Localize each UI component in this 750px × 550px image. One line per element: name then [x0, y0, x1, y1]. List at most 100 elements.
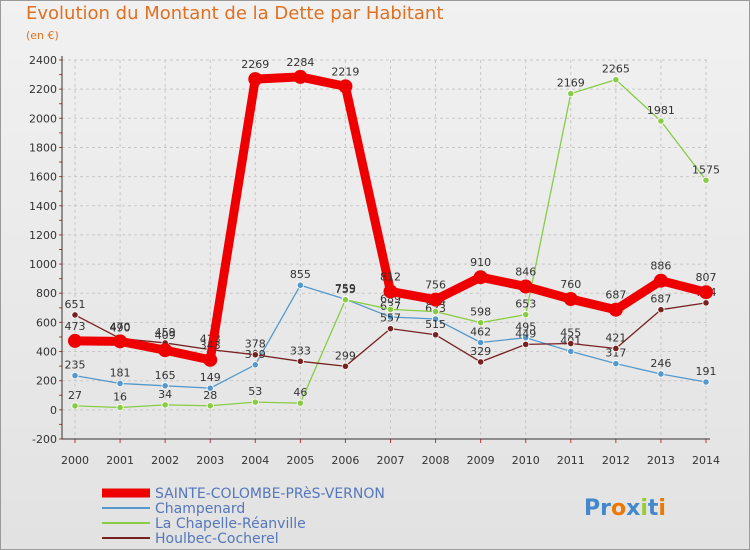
- chart-title: Evolution du Montant de la Dette par Hab…: [26, 3, 444, 24]
- data-label: 378: [245, 338, 266, 351]
- y-tick-label: 2400: [29, 54, 57, 67]
- data-point: [567, 339, 575, 348]
- data-point: [431, 315, 440, 323]
- proxiti-logo: Proxiti: [584, 496, 666, 521]
- data-point: [612, 76, 620, 84]
- data-label: 299: [335, 349, 356, 362]
- data-point: [431, 307, 440, 316]
- data-label: 462: [470, 326, 491, 339]
- data-label: 449: [515, 327, 536, 340]
- data-label: 755: [335, 283, 356, 296]
- series-0: 473 470 409 343 2269 2284 2219 812 756 910 846 760 6…: [65, 56, 717, 367]
- data-label: 27: [68, 389, 82, 402]
- y-tick-label: 1600: [29, 171, 57, 184]
- data-label: 598: [470, 306, 491, 319]
- data-point: [522, 340, 530, 348]
- data-label: 812: [380, 270, 401, 283]
- data-point: [477, 358, 485, 366]
- x-tick-label: 2013: [647, 454, 675, 467]
- x-tick-label: 2010: [512, 454, 540, 467]
- data-label: 1981: [647, 104, 675, 117]
- data-point: [338, 79, 353, 94]
- data-point: [203, 352, 218, 367]
- x-tick-label: 2009: [467, 454, 495, 467]
- data-point: [702, 176, 710, 184]
- svg-text:Proxiti: Proxiti: [584, 496, 666, 521]
- x-tick-label: 2008: [422, 454, 450, 467]
- data-label: 2284: [286, 56, 314, 69]
- x-tick-label: 2001: [106, 454, 134, 467]
- data-point: [341, 362, 350, 370]
- x-tick-label: 2014: [692, 454, 720, 467]
- data-point: [251, 398, 259, 406]
- data-label: 807: [696, 271, 717, 284]
- data-point: [161, 401, 169, 409]
- data-label: 1575: [692, 163, 720, 176]
- data-point: [68, 333, 82, 348]
- data-point: [206, 384, 214, 392]
- data-label: 343: [200, 339, 221, 352]
- data-label: 2269: [241, 58, 269, 71]
- x-tick-label: 2012: [602, 454, 630, 467]
- data-point: [341, 296, 350, 304]
- y-tick-label: 1200: [29, 229, 57, 242]
- x-tick-label: 2007: [377, 454, 405, 467]
- data-label: 490: [110, 321, 131, 334]
- data-point: [206, 402, 214, 410]
- legend-label: Houlbec-Cocherel: [155, 531, 279, 547]
- data-point: [296, 357, 304, 365]
- data-label: 149: [200, 371, 221, 384]
- y-tick-label: 200: [36, 375, 57, 388]
- data-label: 760: [560, 278, 581, 291]
- series-2: 2716342853467556896745986532169226519811…: [68, 63, 720, 412]
- data-label: 329: [470, 345, 491, 358]
- data-point: [702, 378, 710, 386]
- data-label: 759: [335, 282, 356, 295]
- data-label: 687: [650, 293, 671, 306]
- x-tick-label: 2004: [241, 454, 269, 467]
- y-tick-label: 600: [36, 316, 57, 329]
- data-point: [386, 305, 395, 314]
- data-label: 2265: [602, 63, 630, 76]
- data-point: [477, 319, 485, 327]
- x-tick-label: 2005: [286, 454, 314, 467]
- data-point: [251, 351, 259, 359]
- y-tick-label: 0: [50, 404, 57, 417]
- data-point: [567, 347, 575, 355]
- y-tick-label: 2000: [29, 112, 57, 125]
- data-point: [248, 72, 263, 87]
- data-label: 515: [425, 318, 446, 331]
- data-point: [657, 306, 665, 314]
- data-label: 855: [290, 268, 311, 281]
- data-label: 317: [605, 347, 626, 360]
- data-point: [699, 285, 713, 300]
- data-point: [657, 117, 665, 125]
- data-point: [477, 338, 485, 347]
- data-label: 246: [650, 357, 671, 370]
- y-tick-label: 800: [36, 287, 57, 300]
- data-label: 455: [560, 327, 581, 340]
- x-tick-label: 2003: [196, 454, 224, 467]
- data-label: 653: [515, 298, 536, 311]
- data-point: [71, 402, 79, 410]
- y-tick-label: 1000: [29, 258, 57, 271]
- data-point: [116, 403, 124, 412]
- x-tick-label: 2000: [61, 454, 89, 467]
- plot-area: 2351811651493098557596376234624954013172…: [65, 56, 720, 412]
- data-label: 459: [155, 326, 176, 339]
- data-point: [612, 344, 620, 353]
- data-label: 557: [380, 312, 401, 325]
- data-point: [431, 331, 440, 339]
- data-label: 191: [696, 365, 717, 378]
- data-point: [522, 311, 530, 319]
- data-point: [161, 382, 169, 390]
- data-point: [383, 284, 398, 299]
- data-label: 495: [515, 321, 536, 334]
- data-label: 235: [65, 359, 86, 372]
- data-point: [428, 292, 443, 307]
- data-point: [116, 379, 124, 388]
- data-label: 886: [650, 260, 671, 273]
- x-tick-label: 2006: [331, 454, 359, 467]
